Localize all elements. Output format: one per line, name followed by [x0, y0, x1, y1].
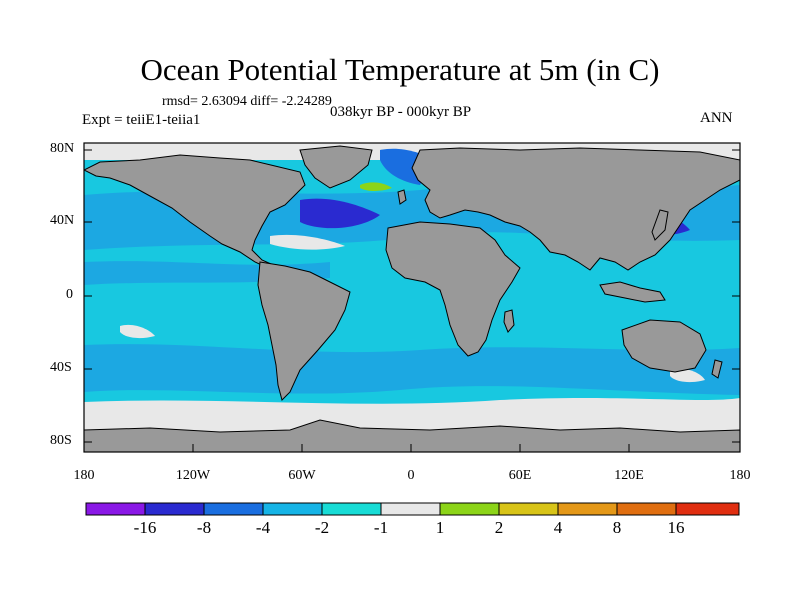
legend-box-10	[616, 502, 677, 516]
legend-box-8	[498, 502, 559, 516]
legend-label-1: -16	[133, 518, 157, 537]
antarctica-land	[84, 419, 740, 452]
experiment-label: Expt = teiiE1-teiia1	[82, 112, 201, 128]
legend-label-4: -2	[314, 518, 330, 537]
band-south	[84, 344, 740, 395]
legend-label-9: 8	[612, 518, 622, 537]
map-plot	[84, 143, 740, 452]
uk-land	[397, 189, 407, 205]
greenland-land	[299, 145, 373, 189]
legend-box-1	[85, 502, 146, 516]
season-label: ANN	[700, 110, 733, 126]
warm-anomaly	[360, 182, 392, 191]
legend-label-7: 2	[494, 518, 504, 537]
legend-bar	[85, 502, 740, 516]
neutral-patch-tasman	[670, 368, 705, 383]
south-america-land	[257, 261, 351, 401]
lon-label-120w: 120W	[175, 468, 211, 483]
legend-box-5	[321, 502, 382, 516]
legend-box-3	[203, 502, 264, 516]
new-zealand-land	[711, 359, 723, 379]
legend-label-6: 1	[435, 518, 445, 537]
lat-label-80s: 80S	[50, 433, 72, 448]
lon-label-120e: 120E	[614, 468, 644, 483]
legend-box-6	[380, 502, 441, 516]
lon-label-60w: 60W	[288, 468, 316, 483]
madagascar-land	[503, 309, 515, 333]
land-masses	[84, 145, 740, 452]
lat-label-40n: 40N	[50, 213, 75, 228]
legend-label-2: -8	[196, 518, 212, 537]
japan-land	[651, 209, 669, 241]
period-label: 038kyr BP - 000kyr BP	[330, 104, 472, 120]
legend-label-5: -1	[373, 518, 389, 537]
lat-label-0: 0	[66, 287, 73, 302]
legend-box-4	[262, 502, 323, 516]
legend-label-10: 16	[667, 518, 685, 537]
lon-label-180e: 180	[729, 468, 751, 483]
map-title: Ocean Potential Temperature at 5m (in C)	[140, 52, 660, 87]
lon-label-60e: 60E	[508, 468, 532, 483]
map-frame	[83, 142, 741, 453]
neutral-patch-atlantic	[270, 234, 345, 250]
legend-box-2	[144, 502, 205, 516]
legend-box-11	[675, 502, 740, 516]
cold-anomaly-atlantic	[300, 198, 380, 229]
lat-label-80n: 80N	[50, 141, 75, 156]
legend-box-7	[439, 502, 500, 516]
neutral-patch-pacific	[120, 324, 155, 339]
lat-label-40s: 40S	[50, 360, 72, 375]
australia-land	[621, 319, 707, 373]
legend-box-9	[557, 502, 618, 516]
indonesia-land	[599, 281, 666, 303]
eurasia-land	[411, 147, 740, 271]
stats-text: rmsd= 2.63094 diff= -2.24289	[162, 94, 332, 109]
lon-label-0: 0	[407, 468, 415, 483]
legend-label-8: 4	[553, 518, 563, 537]
lon-label-180w: 180	[73, 468, 95, 483]
africa-land	[385, 221, 521, 357]
lat-ticks	[84, 149, 740, 443]
legend-label-3: -4	[255, 518, 271, 537]
lon-ticks	[83, 444, 741, 452]
north-america-land	[84, 154, 306, 271]
